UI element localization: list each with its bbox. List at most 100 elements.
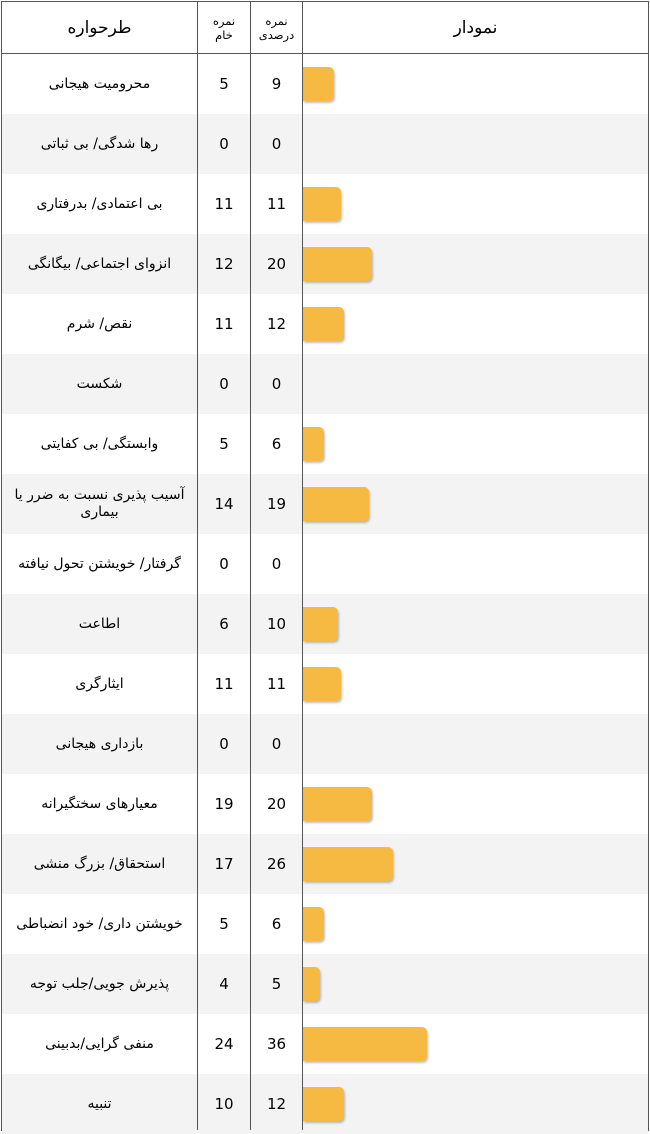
table-row: انزوای اجتماعی/ بیگانگی 12 20 xyxy=(2,234,648,294)
percent-score: 12 xyxy=(266,315,287,333)
table-row: منفی گرایی/بدبینی 24 36 xyxy=(2,1014,648,1074)
percent-score: 26 xyxy=(266,855,287,873)
percent-bar xyxy=(303,787,372,821)
bar-cell xyxy=(303,174,648,234)
table-row: شکست 0 0 xyxy=(2,354,648,414)
raw-score: 24 xyxy=(214,1035,234,1053)
table-row: رها شدگی/ بی ثباتی 0 0 xyxy=(2,114,648,174)
table-row: بی اعتمادی/ بدرفتاری 11 11 xyxy=(2,174,648,234)
percent-score: 11 xyxy=(266,195,287,213)
raw-score: 5 xyxy=(219,75,229,93)
header-raw-score: نمره خام xyxy=(198,2,250,53)
schema-name: شکست xyxy=(76,375,123,392)
schema-name: استحقاق/ بزرگ منشی xyxy=(33,855,166,872)
column-divider xyxy=(302,2,303,1130)
raw-score: 11 xyxy=(214,315,234,333)
table-row: محرومیت هیجانی 5 9 xyxy=(2,54,648,114)
percent-score: 20 xyxy=(266,795,287,813)
column-divider xyxy=(250,2,251,1130)
table-row: نقص/ شرم 11 12 xyxy=(2,294,648,354)
bar-cell xyxy=(303,114,648,174)
percent-score: 20 xyxy=(266,255,287,273)
table-row: بازداری هیجانی 0 0 xyxy=(2,714,648,774)
bar-cell xyxy=(303,654,648,714)
schema-name: انزوای اجتماعی/ بیگانگی xyxy=(27,255,172,272)
bar-cell xyxy=(303,414,648,474)
header-pct-line2: درصدی xyxy=(258,27,295,42)
header-raw-line2: خام xyxy=(215,27,233,42)
raw-score: 0 xyxy=(219,375,229,393)
schema-name: تنبیه xyxy=(87,1095,112,1112)
table-row: خویشتن داری/ خود انضباطی 5 6 xyxy=(2,894,648,954)
table-row: گرفتار/ خویشتن تحول نیافته 0 0 xyxy=(2,534,648,594)
percent-bar xyxy=(303,667,341,701)
percent-score: 9 xyxy=(271,75,282,93)
schema-name: منفی گرایی/بدبینی xyxy=(45,1035,154,1052)
header-schema: طرحواره xyxy=(2,2,197,53)
schema-name: پذیرش جویی/جلب توجه xyxy=(29,975,170,992)
percent-bar xyxy=(303,967,320,1001)
bar-cell xyxy=(303,534,648,594)
header-chart-label: نمودار xyxy=(453,17,498,38)
raw-score: 0 xyxy=(219,135,229,153)
bar-cell xyxy=(303,294,648,354)
percent-score: 19 xyxy=(266,495,287,513)
header-pct-line1: نمره xyxy=(265,13,288,28)
percent-bar xyxy=(303,307,344,341)
schema-name: اطاعت xyxy=(78,615,121,632)
schema-name: معیارهای سختگیرانه xyxy=(41,795,158,812)
schema-name: ایثارگری xyxy=(75,675,124,692)
table-row: اطاعت 6 10 xyxy=(2,594,648,654)
bar-cell xyxy=(303,234,648,294)
table-row: تنبیه 10 12 xyxy=(2,1074,648,1134)
percent-score: 12 xyxy=(266,1095,287,1113)
raw-score: 11 xyxy=(214,675,234,693)
percent-score: 10 xyxy=(266,615,287,633)
schema-name: محرومیت هیجانی xyxy=(48,75,151,92)
percent-score: 0 xyxy=(271,555,282,573)
table-row: آسیب پذیری نسبت به ضرر یا بیماری 14 19 xyxy=(2,474,648,534)
schema-name: بی اعتمادی/ بدرفتاری xyxy=(36,195,163,212)
table-row: ایثارگری 11 11 xyxy=(2,654,648,714)
raw-score: 0 xyxy=(219,555,229,573)
header-percent-score: نمره درصدی xyxy=(251,2,302,53)
raw-score: 11 xyxy=(214,195,234,213)
bar-cell xyxy=(303,1014,648,1074)
schema-name: بازداری هیجانی xyxy=(55,735,144,752)
raw-score: 14 xyxy=(214,495,234,513)
bar-cell xyxy=(303,714,648,774)
raw-score: 0 xyxy=(219,735,229,753)
percent-bar xyxy=(303,487,369,521)
column-divider xyxy=(197,2,198,1130)
bar-cell xyxy=(303,954,648,1014)
percent-bar xyxy=(303,67,334,101)
bar-cell xyxy=(303,474,648,534)
percent-score: 6 xyxy=(271,915,282,933)
percent-score: 0 xyxy=(271,135,282,153)
bar-cell xyxy=(303,834,648,894)
header-chart: نمودار xyxy=(303,2,648,53)
schema-name: گرفتار/ خویشتن تحول نیافته xyxy=(18,555,181,572)
percent-bar xyxy=(303,847,393,881)
schema-name: خویشتن داری/ خود انضباطی xyxy=(16,915,183,932)
percent-score: 0 xyxy=(271,375,282,393)
raw-score: 5 xyxy=(219,915,229,933)
percent-score: 36 xyxy=(266,1035,287,1053)
bar-cell xyxy=(303,594,648,654)
percent-score: 0 xyxy=(271,735,282,753)
raw-score: 19 xyxy=(214,795,234,813)
raw-score: 17 xyxy=(214,855,234,873)
raw-score: 12 xyxy=(214,255,234,273)
bar-cell xyxy=(303,54,648,114)
raw-score: 10 xyxy=(214,1095,234,1113)
percent-score: 5 xyxy=(271,975,282,993)
percent-bar xyxy=(303,247,372,281)
percent-bar xyxy=(303,607,338,641)
percent-score: 11 xyxy=(266,675,287,693)
bar-cell xyxy=(303,894,648,954)
table-header: طرحواره نمره خام نمره درصدی نمودار xyxy=(2,2,648,54)
schema-name: آسیب پذیری نسبت به ضرر یا بیماری xyxy=(14,487,185,520)
percent-bar xyxy=(303,187,341,221)
raw-score: 5 xyxy=(219,435,229,453)
